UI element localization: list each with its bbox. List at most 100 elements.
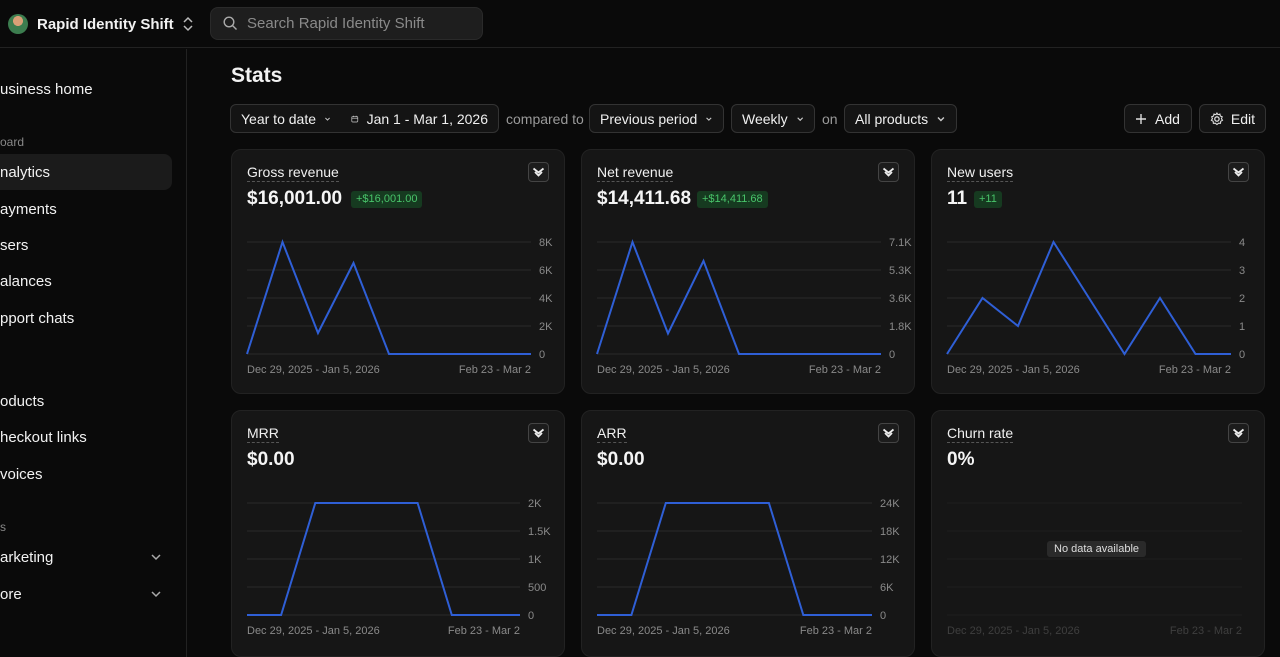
date-range-value: Jan 1 - Mar 1, 2026 [366,110,488,127]
series-line [596,238,881,355]
interval-select[interactable]: Weekly [731,104,815,133]
sidebar-item-users[interactable]: sers [0,227,172,263]
interval-label: Weekly [742,110,788,127]
sidebar-item-label: voices [0,465,43,483]
line-chart: 4 3 2 1 0 Dec 29, 2025 - Jan 5, 2026 Feb 23 - … [946,237,1245,376]
plus-icon [1136,113,1146,124]
edit-button[interactable]: Edit [1199,104,1266,133]
x-tick-label: Dec 29, 2025 - Jan 5, 2026 [597,364,730,376]
card-value: $0.00 [247,449,295,470]
chevron-down-icon [706,116,712,121]
chevron-double-down-icon [532,167,545,177]
card-title: Churn rate [947,425,1014,443]
calendar-icon [351,115,359,122]
chevron-up-down-icon [183,16,193,32]
chevron-down-icon [796,116,803,121]
no-data-label: No data available [1047,541,1147,557]
x-tick-label: Dec 29, 2025 - Jan 5, 2026 [947,364,1080,376]
card-menu-button[interactable] [1228,162,1249,182]
business-avatar [8,14,28,34]
y-tick-label: 5.3K [889,265,912,277]
card-title: ARR [597,425,627,443]
edit-label: Edit [1230,110,1255,127]
products-select[interactable]: All products [844,104,957,133]
sidebar-item-label: oducts [0,392,45,410]
x-tick-label: Feb 23 - Mar 2 [459,364,531,376]
card-value: $14,411.68 [597,188,692,209]
y-tick-label: 6K [539,265,553,277]
products-label: All products [855,110,929,127]
card-menu-button[interactable] [878,162,899,182]
sidebar-item-label: arketing [0,548,54,566]
chart-card-new-users[interactable]: 4 3 2 1 0 Dec 29, 2025 - Jan 5, 2026 Feb 23 - … [931,149,1265,394]
x-tick-label: Feb 23 - Mar 2 [448,625,520,637]
sidebar-item-balances[interactable]: alances [0,263,172,299]
add-button[interactable]: Add [1124,104,1192,133]
sidebar-item-marketing[interactable]: arketing [0,539,172,575]
y-tick-label: 2K [528,498,542,510]
change-badge: +$16,001.00 [351,191,423,208]
card-value: $16,001.00 [247,188,343,209]
x-tick-label: Dec 29, 2025 - Jan 5, 2026 [247,625,380,637]
y-tick-label: 0 [528,610,534,622]
y-tick-label: 3.6K [889,293,912,305]
sidebar-section-tools: s [0,520,6,534]
sidebar-item-label: heckout links [0,428,87,446]
sidebar-item-analytics[interactable]: nalytics [0,154,172,190]
card-value: 0% [947,449,975,470]
x-tick-label: Feb 23 - Mar 2 [1170,625,1242,637]
sidebar-item-products[interactable]: oducts [0,383,172,419]
sidebar-item-label: ayments [0,200,57,218]
change-badge: +$14,411.68 [697,191,768,208]
compared-to-label: compared to [506,111,584,127]
comparison-select[interactable]: Previous period [589,104,724,133]
search-input[interactable] [247,15,467,32]
chart-card-arr[interactable]: 24K 18K 12K 6K 0 Dec 29, 2025 - Jan 5, 2026 Fe… [581,410,915,657]
card-title: New users [947,164,1014,182]
y-tick-label: 1 [1239,321,1245,333]
line-chart: 24K 18K 12K 6K 0 Dec 29, 2025 - Jan 5, 2026 Fe… [597,498,900,637]
chevron-down-icon [151,591,161,598]
change-badge: +11 [974,191,1002,208]
sidebar-item-checkout-links[interactable]: heckout links [0,419,172,455]
sidebar-item-payments[interactable]: ayments [0,191,172,227]
top-bar: Rapid Identity Shift [0,0,1280,48]
chart-card-mrr[interactable]: 2K 1.5K 1K 500 0 Dec 29, 2025 - Jan 5, 2026 Fe… [231,410,565,657]
search-box[interactable] [210,7,483,40]
sidebar-item-invoices[interactable]: voices [0,456,172,492]
card-title: Net revenue [597,164,674,182]
chevron-double-down-icon [882,167,895,177]
sidebar-item-support-chats[interactable]: pport chats [0,300,172,336]
sidebar-item-business-home[interactable]: usiness home [0,71,172,107]
chart-card-churn-rate[interactable]: Dec 29, 2025 - Jan 5, 2026 Feb 23 - Mar 2… [931,410,1265,657]
sidebar-item-more[interactable]: ore [0,576,172,612]
card-menu-button[interactable] [528,162,549,182]
date-range-select[interactable]: Year to date [230,104,342,133]
chevron-down-icon [151,554,161,561]
x-tick-label: Feb 23 - Mar 2 [809,364,881,376]
series-line [597,502,872,616]
line-chart: 2K 1.5K 1K 500 0 Dec 29, 2025 - Jan 5, 2026 Fe… [247,498,551,637]
y-tick-label: 0 [889,349,895,361]
y-tick-label: 1.5K [528,526,551,538]
gear-icon [1210,111,1224,125]
card-menu-button[interactable] [528,423,549,443]
chart-card-net-revenue[interactable]: 7.1K 5.3K 3.6K 1.8K 0 Dec 29, 2025 - Jan 5, 2… [581,149,915,394]
business-switcher[interactable]: Rapid Identity Shift [8,12,194,36]
y-tick-label: 12K [880,554,900,566]
date-picker-button[interactable]: Jan 1 - Mar 1, 2026 [341,104,499,133]
y-tick-label: 18K [880,526,900,538]
chart-card-gross-revenue[interactable]: 8K 6K 4K 2K 0 Dec 29, 2025 - Jan 5, 2026 Feb 2… [231,149,565,394]
y-tick-label: 1.8K [889,321,912,333]
card-menu-button[interactable] [878,423,899,443]
comparison-label: Previous period [600,110,698,127]
series-line [246,238,531,355]
line-chart: Dec 29, 2025 - Jan 5, 2026 Feb 23 - Mar 2 [947,502,1242,637]
card-menu-button[interactable] [1228,423,1249,443]
line-chart: 8K 6K 4K 2K 0 Dec 29, 2025 - Jan 5, 2026 Feb 2… [246,237,553,376]
date-range-label: Year to date [241,110,316,127]
card-value: 11 [947,188,968,209]
y-tick-label: 7.1K [889,237,912,249]
card-title: Gross revenue [247,164,339,182]
y-tick-label: 3 [1239,265,1245,277]
